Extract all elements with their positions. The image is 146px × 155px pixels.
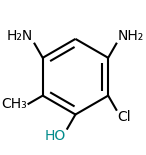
Text: H₂N: H₂N [7,29,33,43]
Text: NH₂: NH₂ [118,29,144,43]
Text: CH₃: CH₃ [1,97,27,111]
Text: Cl: Cl [118,110,131,124]
Text: HO: HO [45,129,66,143]
